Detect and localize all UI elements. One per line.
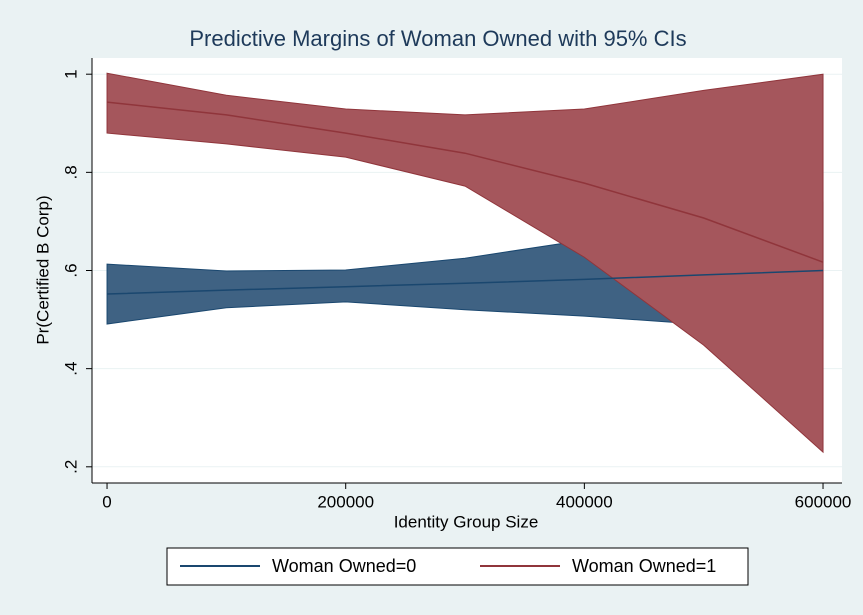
y-tick-label: .6 — [61, 263, 80, 277]
chart-title: Predictive Margins of Woman Owned with 9… — [189, 26, 686, 51]
ci-band — [106, 72, 824, 454]
line — [106, 101, 824, 263]
x-tick-label: 200000 — [317, 492, 374, 511]
y-tick-label: .4 — [61, 362, 80, 376]
legend-label: Woman Owned=0 — [272, 556, 416, 576]
line — [107, 269, 824, 295]
y-tick-label: 1 — [61, 69, 80, 78]
legend-label: Woman Owned=1 — [572, 556, 716, 576]
y-tick-label: .8 — [61, 165, 80, 179]
y-tick-label: .2 — [61, 460, 80, 474]
x-tick-label: 600000 — [795, 492, 852, 511]
y-axis-label: Pr(Certified B Corp) — [33, 195, 52, 344]
x-tick-label: 0 — [102, 492, 111, 511]
x-axis-label: Identity Group Size — [394, 512, 539, 531]
legend — [166, 547, 749, 586]
x-tick-label: 400000 — [556, 492, 613, 511]
